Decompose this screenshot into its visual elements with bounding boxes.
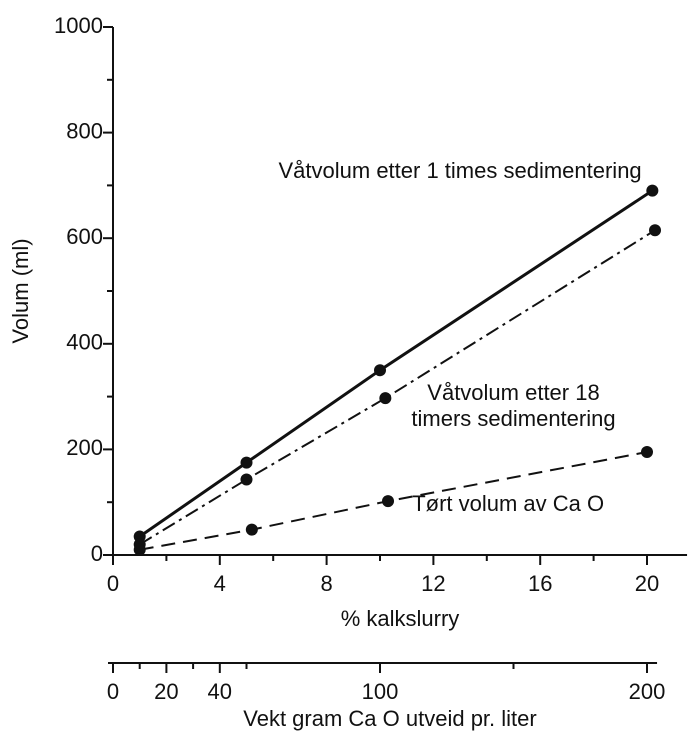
y-tick-label: 1000: [54, 13, 103, 38]
x-tick-label: 16: [528, 571, 552, 596]
data-point: [133, 543, 146, 556]
annotation: Våtvolum etter 1 times sedimentering: [279, 158, 642, 183]
y-tick-label: 800: [66, 118, 103, 143]
data-point: [641, 446, 653, 459]
data-point: [379, 392, 392, 405]
x-tick-label: 8: [320, 571, 332, 596]
x2-tick-label: 20: [154, 679, 178, 704]
data-point: [382, 495, 395, 508]
x-tick-label: 12: [421, 571, 445, 596]
y-tick-label: 200: [66, 435, 103, 460]
x-tick-label: 4: [214, 571, 226, 596]
series-line: [139, 229, 656, 546]
x2-tick-label: 200: [629, 679, 666, 704]
annotation-line: Våtvolum etter 18: [427, 380, 599, 405]
y-tick-label: 400: [66, 330, 103, 355]
annotation-line: Tørt volum av Ca O: [412, 491, 604, 516]
x-tick-label: 0: [107, 571, 119, 596]
data-point: [240, 456, 253, 469]
y-tick-label: 0: [91, 541, 103, 566]
data-point: [374, 364, 386, 377]
annotation: Våtvolum etter 18 timers sedimentering: [411, 380, 615, 431]
annotation-line: Våtvolum etter 1 times sedimentering: [279, 158, 642, 183]
series-line: [139, 451, 648, 551]
x-tick-label: 20: [635, 571, 659, 596]
series-line: [138, 189, 654, 538]
data-point: [245, 523, 258, 536]
data-point: [649, 224, 662, 237]
y-axis-label: Volum (ml): [8, 238, 33, 343]
annotation-line: timers sedimentering: [411, 406, 615, 431]
y-tick-label: 600: [66, 224, 103, 249]
data-point: [240, 473, 253, 486]
data-point: [646, 184, 659, 197]
x-axis-label: % kalkslurry: [341, 606, 460, 631]
x2-tick-label: 40: [208, 679, 232, 704]
x2-tick-label: 100: [362, 679, 399, 704]
x2-axis-label: Vekt gram Ca O utveid pr. liter: [243, 706, 536, 731]
x2-tick-label: 0: [107, 679, 119, 704]
annotation: Tørt volum av Ca O: [412, 491, 604, 516]
